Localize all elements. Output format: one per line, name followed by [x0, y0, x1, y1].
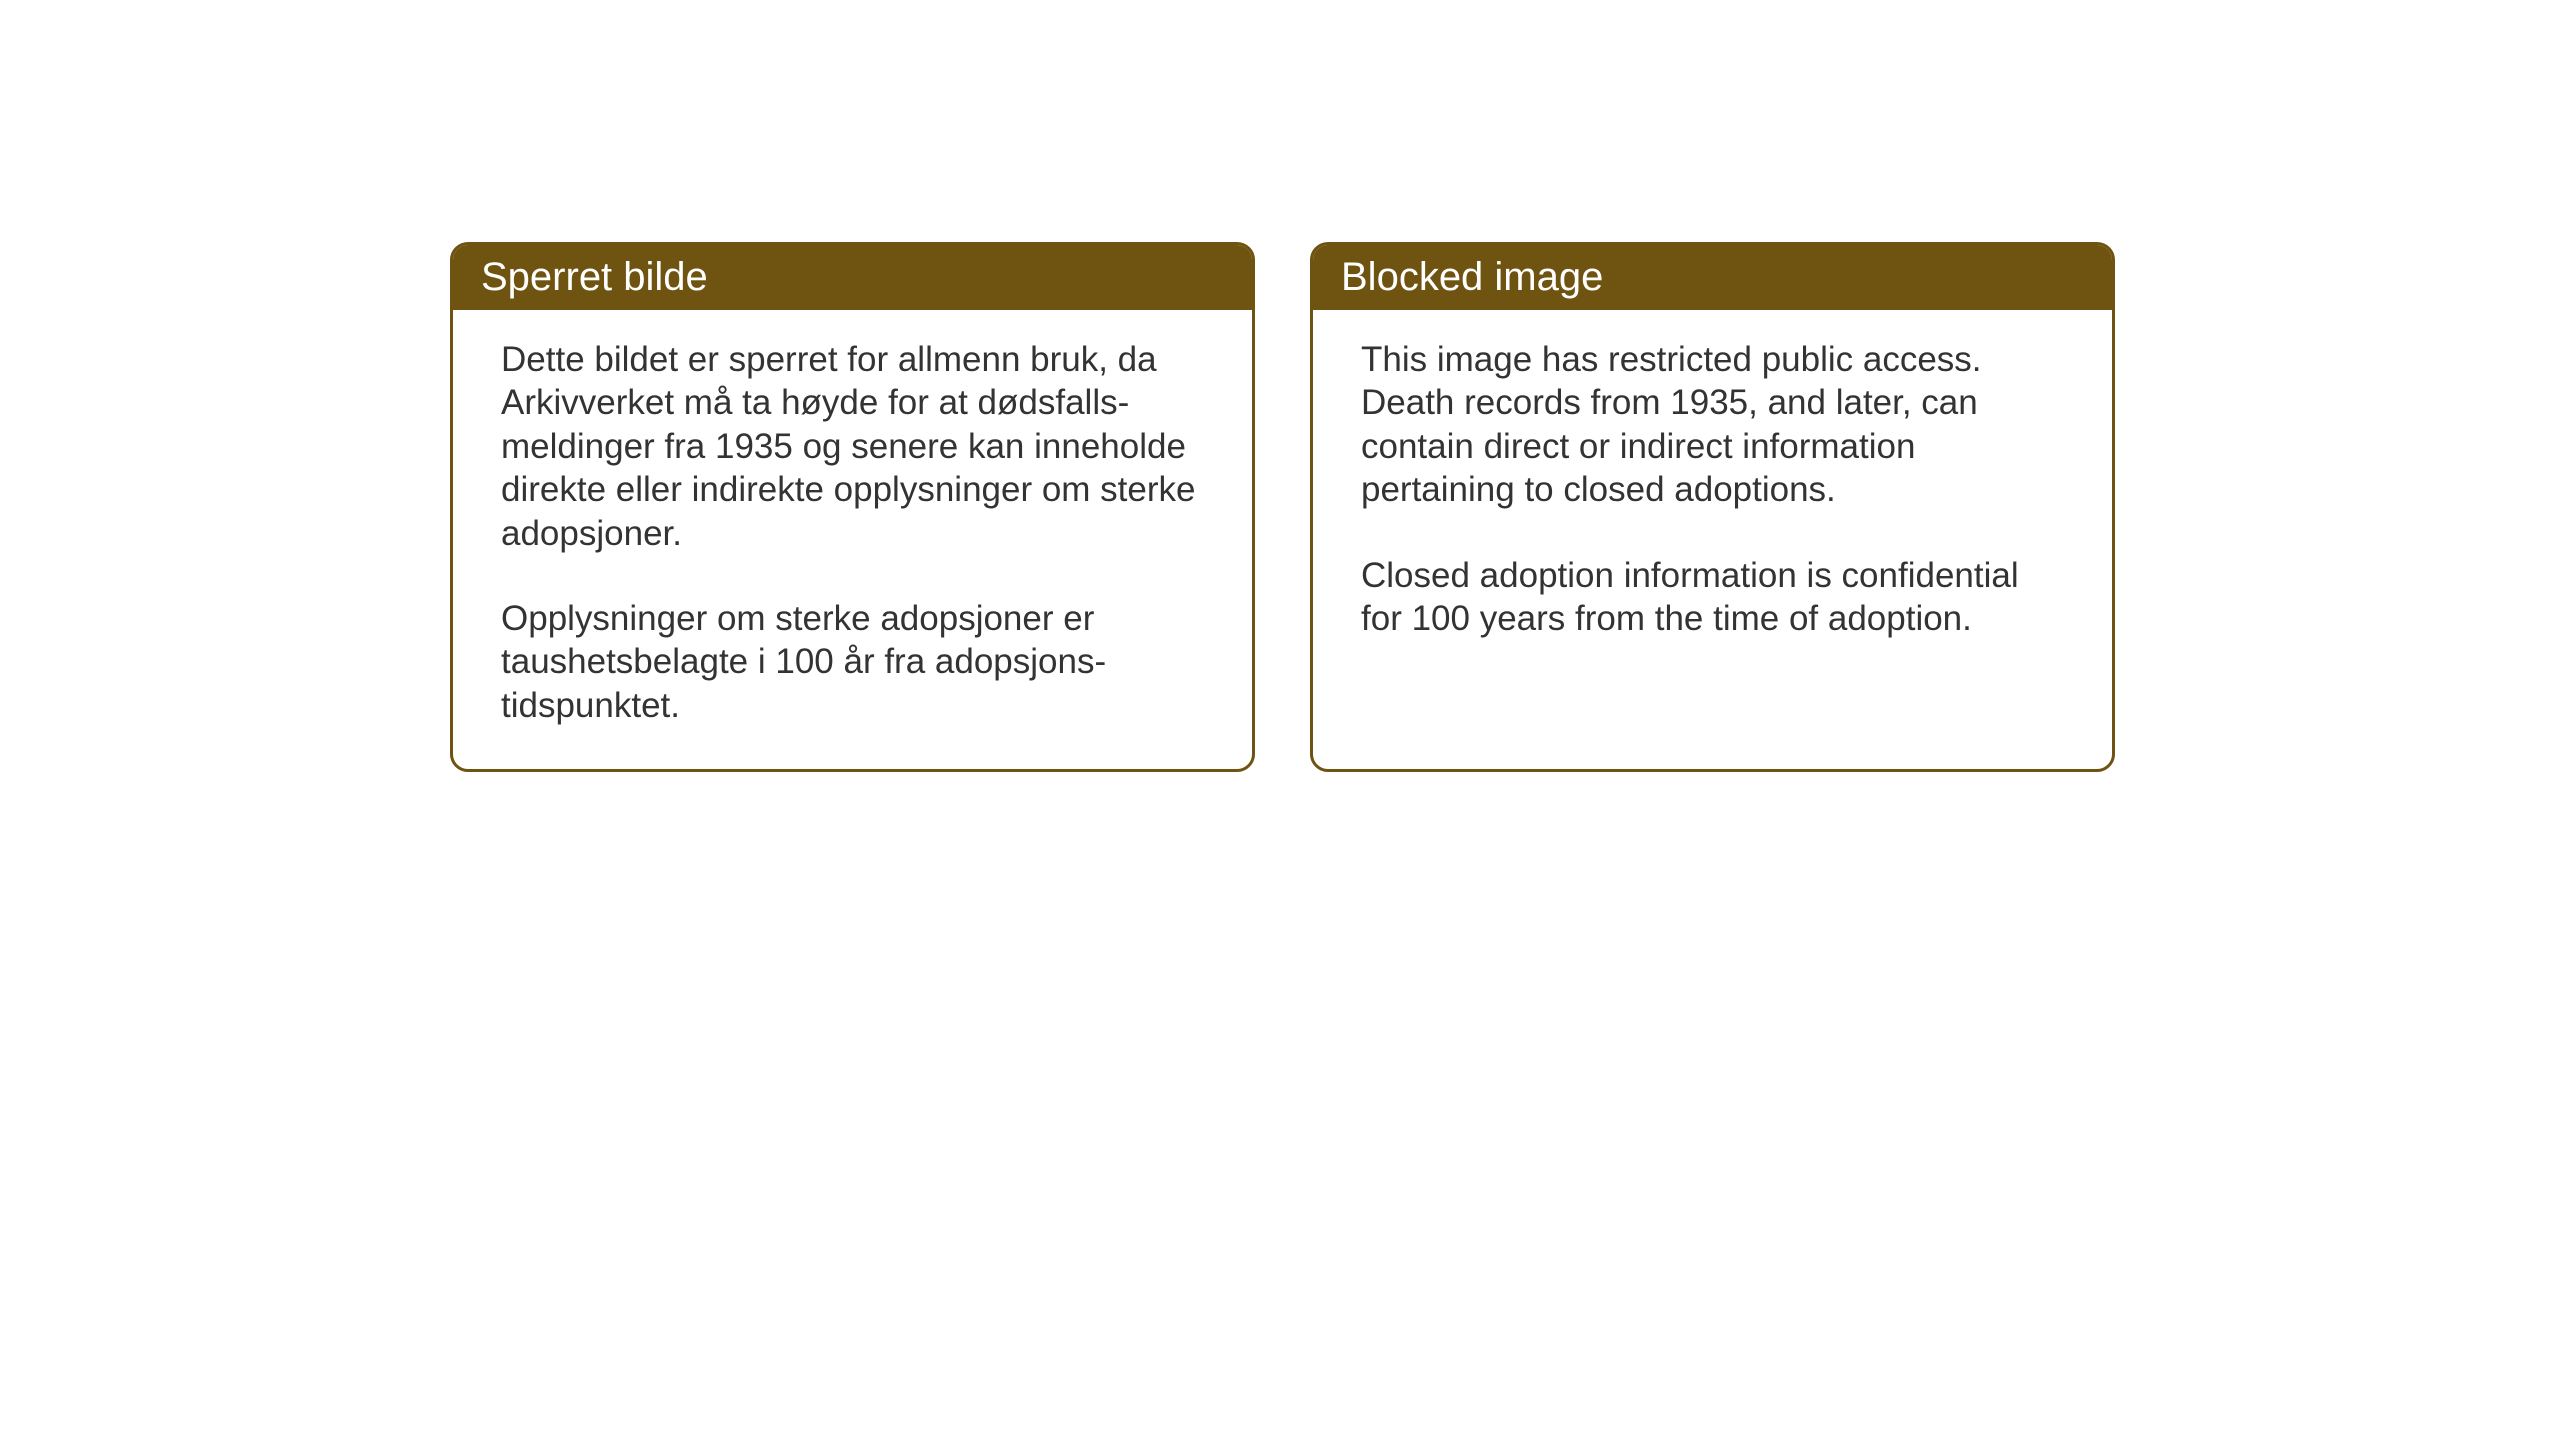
notice-cards-container: Sperret bilde Dette bildet er sperret fo… — [450, 242, 2115, 772]
norwegian-card-body: Dette bildet er sperret for allmenn bruk… — [453, 310, 1252, 769]
norwegian-paragraph-2: Opplysninger om sterke adopsjoner er tau… — [501, 597, 1204, 727]
english-card-title: Blocked image — [1313, 245, 2112, 310]
norwegian-notice-card: Sperret bilde Dette bildet er sperret fo… — [450, 242, 1255, 772]
norwegian-paragraph-1: Dette bildet er sperret for allmenn bruk… — [501, 338, 1204, 555]
english-notice-card: Blocked image This image has restricted … — [1310, 242, 2115, 772]
english-paragraph-1: This image has restricted public access.… — [1361, 338, 2064, 512]
english-card-body: This image has restricted public access.… — [1313, 310, 2112, 682]
english-paragraph-2: Closed adoption information is confident… — [1361, 554, 2064, 641]
norwegian-card-title: Sperret bilde — [453, 245, 1252, 310]
